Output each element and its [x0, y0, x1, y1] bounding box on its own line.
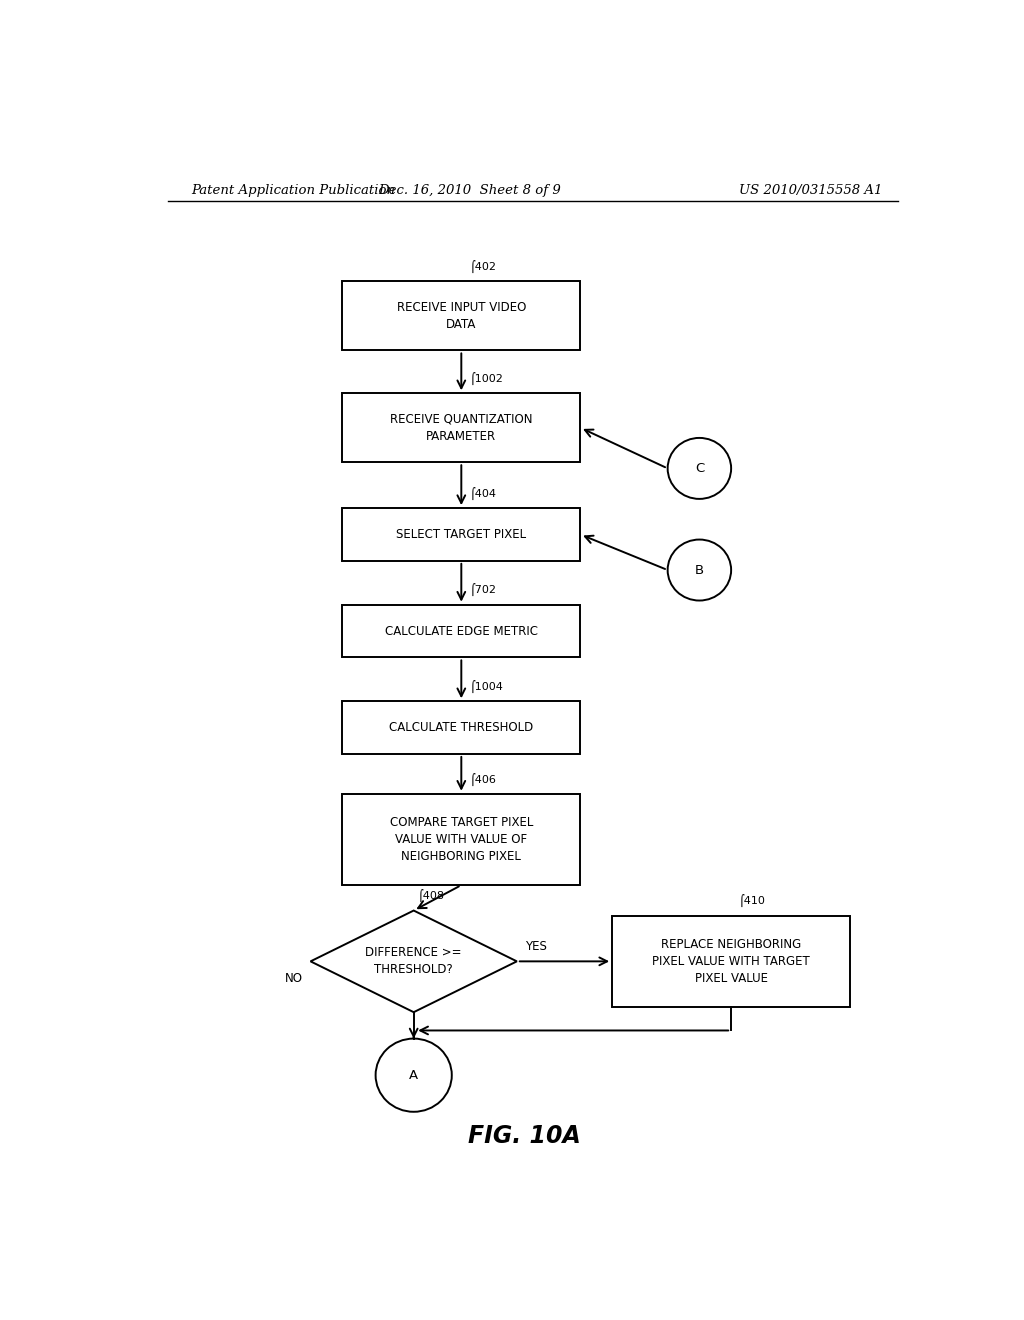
Text: ⌠402: ⌠402 [469, 260, 497, 273]
Text: Dec. 16, 2010  Sheet 8 of 9: Dec. 16, 2010 Sheet 8 of 9 [378, 185, 560, 198]
Text: B: B [695, 564, 703, 577]
Text: REPLACE NEIGHBORING
PIXEL VALUE WITH TARGET
PIXEL VALUE: REPLACE NEIGHBORING PIXEL VALUE WITH TAR… [652, 937, 810, 985]
Text: RECEIVE INPUT VIDEO
DATA: RECEIVE INPUT VIDEO DATA [396, 301, 526, 331]
Ellipse shape [668, 438, 731, 499]
FancyBboxPatch shape [342, 793, 581, 886]
Text: ⌠1002: ⌠1002 [469, 372, 503, 385]
Text: Patent Application Publication: Patent Application Publication [191, 185, 395, 198]
Text: A: A [410, 1069, 418, 1081]
Text: NO: NO [285, 972, 303, 985]
FancyBboxPatch shape [342, 508, 581, 561]
FancyBboxPatch shape [342, 605, 581, 657]
Text: ⌠408: ⌠408 [418, 890, 444, 903]
Polygon shape [310, 911, 517, 1012]
Ellipse shape [668, 540, 731, 601]
Text: FIG. 10A: FIG. 10A [468, 1125, 582, 1148]
Text: CALCULATE EDGE METRIC: CALCULATE EDGE METRIC [385, 624, 538, 638]
Text: DIFFERENCE >=
THRESHOLD?: DIFFERENCE >= THRESHOLD? [366, 946, 462, 977]
Text: YES: YES [524, 940, 547, 953]
Text: COMPARE TARGET PIXEL
VALUE WITH VALUE OF
NEIGHBORING PIXEL: COMPARE TARGET PIXEL VALUE WITH VALUE OF… [389, 816, 534, 863]
Text: ⌠702: ⌠702 [469, 583, 497, 597]
FancyBboxPatch shape [342, 701, 581, 754]
Text: C: C [694, 462, 705, 475]
Text: SELECT TARGET PIXEL: SELECT TARGET PIXEL [396, 528, 526, 541]
Text: ⌠1004: ⌠1004 [469, 680, 503, 693]
Text: ⌠404: ⌠404 [469, 487, 497, 500]
FancyBboxPatch shape [342, 393, 581, 462]
Ellipse shape [376, 1039, 452, 1111]
Text: ⌠406: ⌠406 [469, 772, 496, 785]
FancyBboxPatch shape [342, 281, 581, 351]
Text: CALCULATE THRESHOLD: CALCULATE THRESHOLD [389, 721, 534, 734]
FancyBboxPatch shape [612, 916, 850, 1007]
Text: ⌠410: ⌠410 [739, 895, 766, 907]
Text: US 2010/0315558 A1: US 2010/0315558 A1 [738, 185, 882, 198]
Text: RECEIVE QUANTIZATION
PARAMETER: RECEIVE QUANTIZATION PARAMETER [390, 413, 532, 442]
